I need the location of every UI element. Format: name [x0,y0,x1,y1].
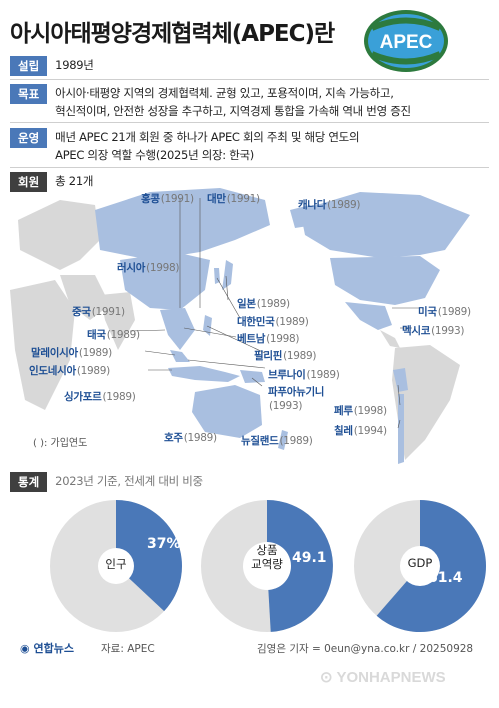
member-label-png: 파푸아뉴기니 [268,386,325,398]
operation-tag: 운영 [10,128,48,148]
founded-tag: 설립 [10,56,48,76]
member-label-vietnam: 베트남(1998) [237,333,300,345]
stats-row: 통계 2023년 기준, 전세계 대비 비중 [10,472,203,492]
member-label-mexico: 멕시코(1993) [402,325,465,337]
mexico-land [345,302,392,330]
pie-trade-slice [267,500,333,632]
goal-tag: 목표 [10,84,48,104]
goal-row: 목표 아시아·태평양 지역의 경제협력체. 균형 있고, 포용적이며, 지속 가… [10,84,411,120]
agency-name: 연합뉴스 [33,642,74,655]
member-label-philippines: 필리핀(1989) [254,350,317,362]
members-row: 회원 총 21개 [10,172,93,192]
member-label-korea: 대한민국(1989) [237,316,309,328]
member-label-singapore: 싱가포르(1989) [64,391,136,403]
pie-gdp-value: 61.4 [428,570,463,586]
operation-row: 운영 매년 APEC 21개 회원 중 하나가 APEC 회의 주최 및 해당 … [10,128,360,164]
stats-tag: 통계 [10,472,48,492]
member-label-chile: 칠레(1994) [334,425,387,437]
south-america-land [392,345,460,460]
founded-text: 1989년 [55,58,94,72]
europe-land [18,200,100,270]
credit-text: 김영은 기자 = 0eun@yna.co.kr / 20250928 [257,643,474,655]
join-year-note: ( ): 가입연도 [33,438,88,449]
member-label-canada: 캐나다(1989) [298,199,361,211]
alaska-land [290,205,315,228]
pie-population-slice [116,500,182,612]
middle-east-land [60,275,110,320]
pie-gdp-label: GDP [407,556,433,570]
apec-logo-text: APEC [380,32,433,53]
pie-trade-value: 49.1 [292,550,327,566]
member-label-malaysia: 말레이시아(1989) [31,347,112,359]
member-label-peru: 페루(1998) [334,405,387,417]
pie-population [50,500,182,632]
member-label-hongkong: 홍콩(1991) [141,193,194,205]
member-label-thailand: 태국(1989) [87,329,140,341]
divider [10,79,489,80]
member-label-usa: 미국(1989) [418,306,471,318]
indochina-land [160,308,195,350]
pie-trade [201,500,333,632]
goal-line-2: 혁신적이며, 안전한 성장을 추구하고, 지역경제 통합을 가속해 역내 번영 … [55,104,411,118]
member-label-australia: 호주(1989) [164,432,217,444]
china-land [120,252,210,310]
australia-land [192,385,262,438]
operation-line-1: 매년 APEC 21개 회원 중 하나가 APEC 회의 주최 및 해당 연도의 [55,130,360,144]
india-land [100,292,135,350]
member-label-japan: 일본(1989) [237,298,290,310]
korea-land [214,268,220,284]
russia-land [95,188,270,260]
watermark-text: YONHAPNEWS [336,669,446,686]
goal-line-1: 아시아·태평양 지역의 경제협력체. 균형 있고, 포용적이며, 지속 가능하고… [55,86,394,100]
central-america-land [380,330,400,348]
member-label-indonesia: 인도네시아(1989) [29,365,110,377]
member-label-newzealand: 뉴질랜드(1989) [241,435,313,447]
watermark-icon: ⊙ [320,669,337,686]
founded-row: 설립 1989년 [10,56,94,76]
agency-logo: ◉ 연합뉴스 [20,640,74,656]
divider [10,122,489,123]
page-title: 아시아태평양경제협력체(APEC)란 [10,21,335,47]
pie-trade-label-line1: 상품 [256,543,278,557]
malaysia-land [170,350,190,362]
members-total: 총 21개 [55,174,94,188]
pie-population-label: 인구 [105,557,127,571]
canada-land [300,192,470,258]
watermark: ⊙ YONHAPNEWS [320,668,446,686]
africa-land [10,280,75,410]
member-label-brunei: 브루나이(1989) [268,369,340,381]
usa-land [330,256,440,305]
operation-line-2: APEC 의장 역할 수행(2025년 의장: 한국) [55,148,254,162]
member-label-china: 중국(1991) [72,306,125,318]
pie-trade-label-line2: 교역량 [251,557,283,571]
member-label-russia: 러시아(1998) [117,262,180,274]
apec-logo: APEC [364,10,448,72]
indonesia-land [168,366,240,382]
divider [10,167,489,168]
japan-land [222,260,233,290]
philippines-land [203,315,212,336]
pie-population-value: 37% [147,536,181,552]
member-label-png-year: (1993) [269,400,303,412]
stats-subtitle: 2023년 기준, 전세계 대비 비중 [55,474,203,488]
world-map [10,188,470,464]
members-tag: 회원 [10,172,48,192]
pie-gdp [354,500,487,632]
png-land [240,370,265,383]
agency-logo-icon: ◉ [20,642,30,655]
peru-land [393,368,408,392]
chile-land [398,394,404,464]
member-label-taiwan: 대만(1991) [207,193,260,205]
source-text: 자료: APEC [101,643,155,655]
new-zealand-land [278,430,288,450]
pie-trade-label: 상품 교역량 [240,543,294,571]
